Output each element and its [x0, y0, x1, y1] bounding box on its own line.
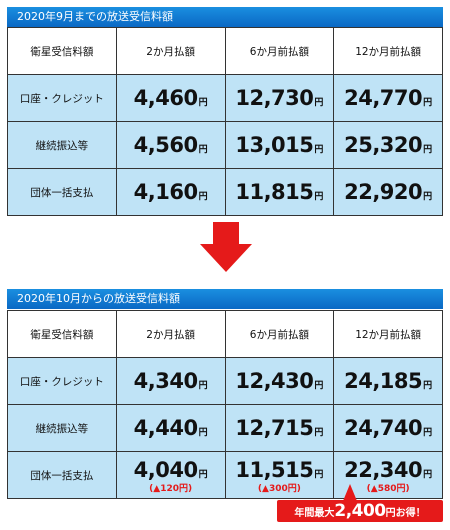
- section-title-after: 2020年10月からの放送受信料額: [7, 289, 443, 309]
- amount-value: 4,460: [133, 86, 198, 110]
- table-row: 団体一括支払 4,160円 11,815円 22,920円: [7, 168, 443, 216]
- amount-value: 12,715: [235, 416, 314, 440]
- row-label: 継続振込等: [7, 121, 117, 169]
- amount-cell: 13,015円: [224, 121, 335, 169]
- amount-value: 12,730: [235, 86, 314, 110]
- down-arrow-icon: [200, 222, 252, 272]
- unit-label: 円: [314, 192, 324, 202]
- header-cell: 12か月前払額: [333, 27, 443, 75]
- table-row: 継続振込等 4,440円 12,715円 24,740円: [7, 404, 443, 452]
- amount-cell: 4,440円: [115, 404, 226, 452]
- row-label: 継続振込等: [7, 404, 117, 452]
- amount-cell: 11,515円 (▲300円): [224, 451, 335, 499]
- amount-value: 4,340: [133, 369, 198, 393]
- amount-cell: 12,430円: [224, 357, 335, 405]
- unit-label: 円: [423, 98, 433, 108]
- table-header-row: 衛星受信料額 2か月払額 6か月前払額 12か月前払額: [7, 27, 443, 75]
- amount-cell: 4,560円: [115, 121, 226, 169]
- header-cell: 衛星受信料額: [7, 27, 117, 75]
- header-cell: 6か月前払額: [224, 27, 335, 75]
- reduction-amount: (▲580円): [366, 483, 410, 494]
- amount-cell: 12,730円: [224, 74, 335, 122]
- table-row: 口座・クレジット 4,460円 12,730円 24,770円: [7, 74, 443, 122]
- amount-cell: 4,340円: [115, 357, 226, 405]
- callout-prefix: 年間最大: [294, 508, 335, 519]
- amount-value: 13,015: [235, 133, 314, 157]
- amount-value: 22,920: [344, 180, 423, 204]
- savings-callout: 年間最大2,400円お得！: [277, 500, 443, 522]
- amount-value: 4,160: [133, 180, 198, 204]
- unit-label: 円: [423, 381, 433, 391]
- callout-amount: 2,400: [334, 501, 386, 521]
- unit-label: 円: [423, 428, 433, 438]
- unit-label: 円: [423, 192, 433, 202]
- unit-label: 円: [314, 381, 324, 391]
- unit-label: 円: [198, 192, 208, 202]
- amount-cell: 4,160円: [115, 168, 226, 216]
- amount-value: 22,340: [344, 457, 423, 482]
- amount-cell: 22,920円: [333, 168, 443, 216]
- amount-value: 12,430: [235, 369, 314, 393]
- header-cell: 6か月前払額: [224, 310, 335, 358]
- amount-cell: 4,040円 (▲120円): [115, 451, 226, 499]
- unit-label: 円: [314, 98, 324, 108]
- unit-label: 円: [198, 469, 208, 480]
- header-cell: 2か月払額: [115, 27, 226, 75]
- unit-label: 円: [423, 145, 433, 155]
- amount-value: 24,185: [344, 369, 423, 393]
- amount-cell: 12,715円: [224, 404, 335, 452]
- amount-value: 24,770: [344, 86, 423, 110]
- table-row: 継続振込等 4,560円 13,015円 25,320円: [7, 121, 443, 169]
- amount-value: 4,440: [133, 416, 198, 440]
- row-label: 口座・クレジット: [7, 74, 117, 122]
- unit-label: 円: [198, 381, 208, 391]
- amount-value: 4,560: [133, 133, 198, 157]
- header-cell: 衛星受信料額: [7, 310, 117, 358]
- unit-label: 円: [423, 469, 433, 480]
- unit-label: 円: [198, 428, 208, 438]
- row-label: 団体一括支払: [7, 451, 117, 499]
- unit-label: 円: [198, 98, 208, 108]
- amount-cell: 24,770円: [333, 74, 443, 122]
- amount-value: 4,040: [133, 457, 198, 482]
- amount-cell: 24,185円: [333, 357, 443, 405]
- amount-value: 11,515: [235, 457, 314, 482]
- callout-pointer: [343, 484, 357, 501]
- amount-value: 11,815: [235, 180, 314, 204]
- unit-label: 円: [314, 428, 324, 438]
- unit-label: 円: [314, 469, 324, 480]
- reduction-amount: (▲120円): [149, 483, 193, 494]
- unit-label: 円: [314, 145, 324, 155]
- reduction-amount: (▲300円): [257, 483, 301, 494]
- table-header-row: 衛星受信料額 2か月払額 6か月前払額 12か月前払額: [7, 310, 443, 358]
- fee-table-before: 衛星受信料額 2か月払額 6か月前払額 12か月前払額 口座・クレジット 4,4…: [7, 27, 443, 216]
- row-label: 口座・クレジット: [7, 357, 117, 405]
- table-row: 団体一括支払 4,040円 (▲120円) 11,515円 (▲300円) 22,3…: [7, 451, 443, 499]
- unit-label: 円: [198, 145, 208, 155]
- amount-value: 24,740: [344, 416, 423, 440]
- fee-table-after: 衛星受信料額 2か月払額 6か月前払額 12か月前払額 口座・クレジット 4,3…: [7, 310, 443, 499]
- table-row: 口座・クレジット 4,340円 12,430円 24,185円: [7, 357, 443, 405]
- section-title-before: 2020年9月までの放送受信料額: [7, 7, 443, 27]
- amount-cell: 11,815円: [224, 168, 335, 216]
- header-cell: 12か月前払額: [333, 310, 443, 358]
- amount-cell: 24,740円: [333, 404, 443, 452]
- amount-value: 25,320: [344, 133, 423, 157]
- row-label: 団体一括支払: [7, 168, 117, 216]
- amount-cell: 4,460円: [115, 74, 226, 122]
- callout-suffix: 円お得！: [385, 508, 426, 519]
- amount-cell: 25,320円: [333, 121, 443, 169]
- header-cell: 2か月払額: [115, 310, 226, 358]
